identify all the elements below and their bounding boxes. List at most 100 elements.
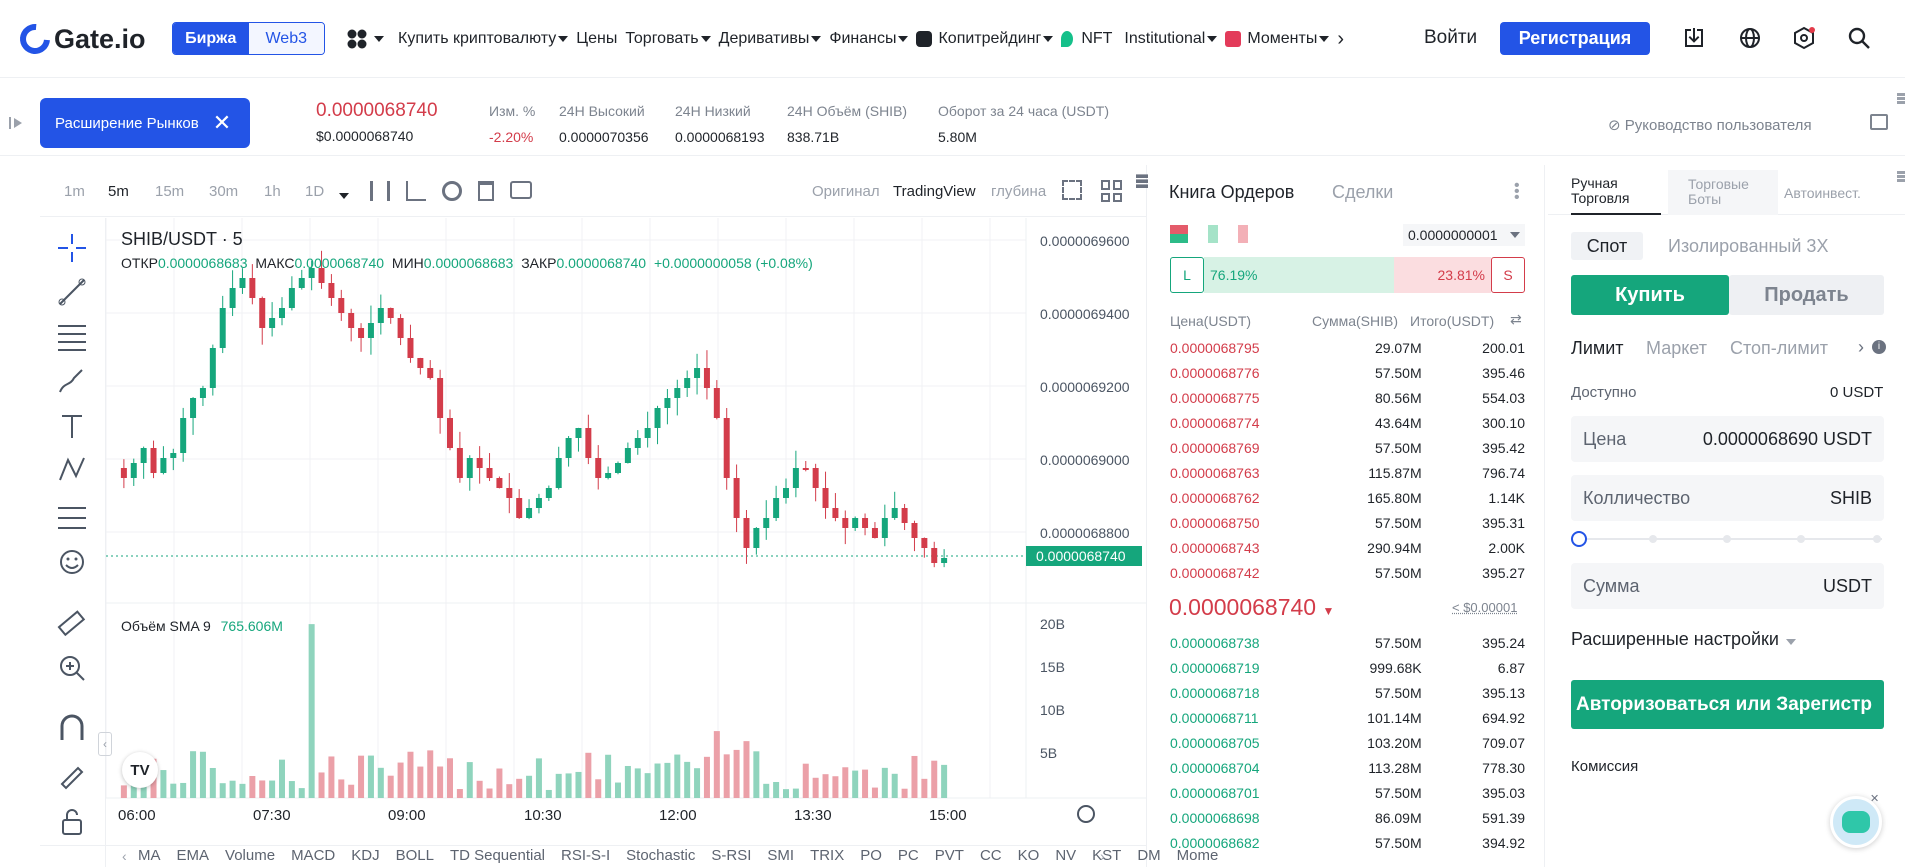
emoji-icon[interactable] (56, 546, 88, 578)
indicator-ema[interactable]: EMA (176, 847, 210, 864)
order-limit[interactable]: Лимит (1571, 338, 1624, 358)
timeframe-1D[interactable]: 1D (305, 183, 325, 200)
indicator-kst[interactable]: KST (1092, 847, 1122, 864)
ask-row[interactable]: 0.0000068750 57.50M 395.31 (1170, 510, 1525, 535)
indicator-kdj[interactable]: KDJ (351, 847, 380, 864)
indicator-mome[interactable]: Mome (1176, 847, 1219, 864)
view-bids-icon[interactable] (1208, 225, 1218, 243)
fib-lines-icon[interactable] (56, 320, 88, 352)
order-stop-limit[interactable]: Стоп-лимит (1730, 338, 1829, 358)
brush-icon[interactable] (56, 364, 88, 396)
bid-row[interactable]: 0.0000068719 999.68K 6.87 (1170, 655, 1525, 680)
ruler-icon[interactable] (56, 608, 88, 640)
collapse-chevron-icon[interactable]: ‹ (98, 732, 112, 756)
unlock-icon[interactable] (56, 806, 88, 838)
chart-panel-menu-icon[interactable]: ▬ ▬ ▬ (1136, 167, 1148, 191)
indicator-macd[interactable]: MACD (291, 847, 336, 864)
buy-button[interactable]: Купить (1571, 275, 1729, 315)
tradingview-logo[interactable]: TV (122, 752, 158, 788)
price-input[interactable]: Цена 0.0000068690 USDT (1571, 416, 1884, 462)
trend-line-icon[interactable] (56, 276, 88, 308)
right-edge-menu-icon[interactable]: ▬ ▬ ▬ (1897, 88, 1905, 107)
price-chart[interactable]: 0.0000069600 0.0000069400 0.0000069200 0.00… (106, 218, 1147, 845)
bid-row[interactable]: 0.0000068704 113.28M 778.30 (1170, 755, 1525, 780)
menu-institutional[interactable]: Institutional (1124, 30, 1218, 48)
trash-icon[interactable] (478, 181, 494, 201)
close-avatar-icon[interactable]: ✕ (1870, 793, 1880, 805)
view-both-icon[interactable] (1170, 225, 1188, 243)
timeframe-1h[interactable]: 1h (264, 183, 281, 200)
menu-more-chevron-icon[interactable]: › (1337, 27, 1344, 50)
bid-row[interactable]: 0.0000068705 103.20M 709.07 (1170, 730, 1525, 755)
precision-select[interactable]: 0.0000000001 (1403, 224, 1525, 246)
timeframe-15m[interactable]: 15m (155, 183, 185, 200)
ask-row[interactable]: 0.0000068763 115.87M 796.74 (1170, 460, 1525, 485)
bid-row[interactable]: 0.0000068682 57.50M 394.92 (1170, 830, 1525, 855)
settings-hex-icon[interactable] (1792, 26, 1816, 50)
slider-handle[interactable] (1571, 531, 1587, 547)
menu-copytrading[interactable]: Копитрейдинг (916, 30, 1054, 48)
bid-row[interactable]: 0.0000068718 57.50M 395.13 (1170, 680, 1525, 705)
download-icon[interactable] (1682, 26, 1706, 50)
orderbook-menu-icon[interactable]: • • • (1514, 177, 1520, 206)
indicator-s-rsi[interactable]: S-RSI (711, 847, 752, 864)
settings-gear-icon[interactable] (442, 181, 462, 201)
chart-settings-icon[interactable] (1077, 805, 1095, 823)
indicator-boll[interactable]: BOLL (395, 847, 434, 864)
view-tradingview[interactable]: TradingView (893, 183, 976, 200)
indicator-cc[interactable]: CC (979, 847, 1002, 864)
indicator-ma[interactable]: MA (138, 847, 161, 864)
bid-row[interactable]: 0.0000068701 57.50M 395.03 (1170, 780, 1525, 805)
tf-caret-icon[interactable] (337, 186, 349, 204)
indicator-ko[interactable]: KO (1017, 847, 1040, 864)
sum-input[interactable]: Сумма USDT (1571, 563, 1884, 609)
ask-row[interactable]: 0.0000068762 165.80M 1.14K (1170, 485, 1525, 510)
register-button[interactable]: Регистрация (1500, 22, 1650, 55)
prediction-icon[interactable] (56, 500, 88, 532)
indicator-nv[interactable]: NV (1055, 847, 1077, 864)
seg-exchange[interactable]: Биржа (173, 23, 249, 54)
ask-row[interactable]: 0.0000068769 57.50M 395.42 (1170, 435, 1525, 460)
login-link[interactable]: Войти (1424, 27, 1478, 48)
slider-tick[interactable] (1723, 535, 1731, 543)
lock-drawing-icon[interactable] (56, 758, 88, 790)
indicators-icon[interactable] (406, 181, 426, 201)
bid-row[interactable]: 0.0000068711 101.14M 694.92 (1170, 705, 1525, 730)
apps-icon[interactable] (346, 28, 384, 50)
menu-nft[interactable]: NFT (1061, 30, 1112, 48)
quantity-input[interactable]: Колличество SHIB (1571, 475, 1884, 521)
indicator-dm[interactable]: DM (1137, 847, 1161, 864)
fullscreen-icon[interactable] (1062, 180, 1082, 200)
ask-row[interactable]: 0.0000068742 57.50M 395.27 (1170, 560, 1525, 585)
ask-row[interactable]: 0.0000068774 43.64M 300.10 (1170, 410, 1525, 435)
indicator-smi[interactable]: SMI (767, 847, 795, 864)
menu-buy-crypto[interactable]: Купить криптовалюту (398, 30, 569, 48)
crosshair-icon[interactable] (56, 232, 88, 264)
indicator-pc[interactable]: PC (897, 847, 919, 864)
zoom-in-icon[interactable] (56, 652, 88, 684)
view-original[interactable]: Оригинал (812, 183, 880, 200)
mode-spot[interactable]: Спот (1571, 232, 1643, 260)
magnet-icon[interactable] (56, 712, 88, 744)
indicator-rsi-s-i[interactable]: RSI-S-I (561, 847, 611, 864)
tab-trading-bots[interactable]: Торговые Боты (1668, 170, 1778, 215)
advanced-settings[interactable]: Расширенные настройки (1571, 629, 1796, 650)
timeframe-5m[interactable]: 5m (108, 183, 129, 200)
indicator-trix[interactable]: TRIX (810, 847, 845, 864)
slider-tick[interactable] (1873, 535, 1881, 543)
close-icon[interactable]: ✕ (212, 110, 232, 135)
ask-row[interactable]: 0.0000068775 80.56M 554.03 (1170, 385, 1525, 410)
view-depth[interactable]: глубина (991, 183, 1047, 200)
ask-row[interactable]: 0.0000068776 57.50M 395.46 (1170, 360, 1525, 385)
mode-isolated[interactable]: Изолированный 3X (1668, 236, 1829, 256)
menu-prices[interactable]: Цены (576, 30, 618, 47)
sell-button[interactable]: Продать (1729, 275, 1884, 315)
login-register-button[interactable]: Авторизоваться или Зарегистр (1571, 680, 1884, 729)
view-asks-icon[interactable] (1238, 225, 1248, 243)
timeframe-1m[interactable]: 1m (64, 183, 85, 200)
indicator-stochastic[interactable]: Stochastic (626, 847, 696, 864)
right-edge-menu-icon[interactable]: ▬ ▬ ▬ (1897, 166, 1905, 185)
globe-icon[interactable] (1738, 26, 1762, 50)
layout-icon[interactable] (1870, 114, 1888, 130)
tab-manual-trading[interactable]: Ручная Торговля (1571, 175, 1630, 206)
